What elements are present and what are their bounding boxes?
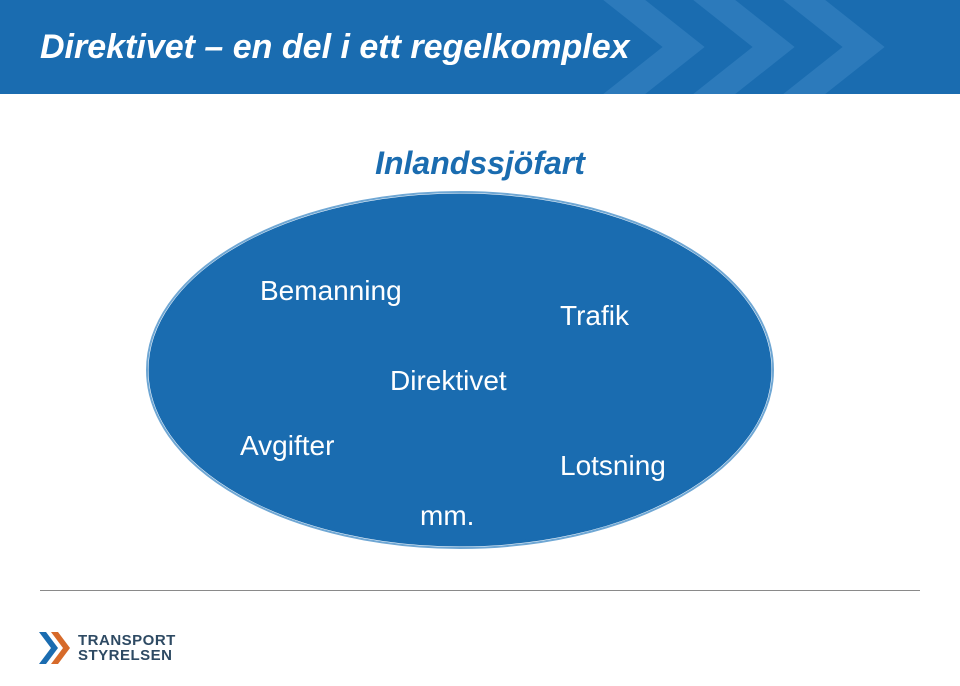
logo-text: TRANSPORT STYRELSEN [78, 633, 176, 663]
ellipse-label: Trafik [560, 300, 629, 332]
header-title-wrap: Direktivet – en del i ett regelkomplex [0, 0, 630, 94]
page-title: Direktivet – en del i ett regelkomplex [40, 28, 630, 67]
ellipse-label: Bemanning [260, 275, 402, 307]
transportstyrelsen-logo: TRANSPORT STYRELSEN [38, 630, 176, 666]
ellipse-label: Avgifter [240, 430, 334, 462]
logo-line1: TRANSPORT [78, 633, 176, 648]
subtitle: Inlandssjöfart [0, 145, 960, 182]
logo-line2: STYRELSEN [78, 648, 176, 663]
ellipse-label: Lotsning [560, 450, 666, 482]
ellipse-label: Direktivet [390, 365, 507, 397]
logo-mark-icon [38, 630, 70, 666]
footer-divider [40, 590, 920, 591]
ellipse-label: mm. [420, 500, 474, 532]
slide-header: Direktivet – en del i ett regelkomplex [0, 0, 960, 94]
